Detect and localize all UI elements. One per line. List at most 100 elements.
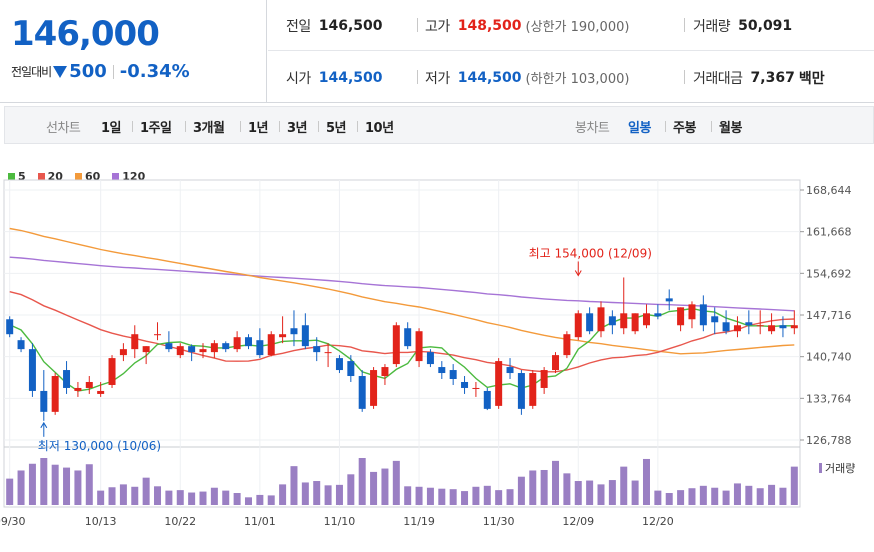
- volume-bar: [199, 491, 207, 505]
- stock-chart[interactable]: 168,644 161,668 154,692 147,716 140,740 133,7…: [0, 160, 874, 552]
- candle-body: [574, 313, 582, 338]
- candle-body: [222, 343, 230, 350]
- tab-1d[interactable]: 1일: [101, 120, 122, 136]
- tab-10y[interactable]: 10년: [365, 120, 394, 136]
- x-tick-label: 12/09: [562, 515, 594, 528]
- candle-body: [563, 334, 571, 356]
- volume-bar: [74, 470, 82, 505]
- volume-bar: [63, 467, 71, 505]
- volume-bar: [415, 486, 423, 505]
- candle-body: [17, 340, 25, 350]
- change-amount: 500: [69, 61, 107, 82]
- candle-body: [347, 361, 355, 377]
- candle-body: [176, 346, 184, 356]
- y-tick-label: 161,668: [806, 226, 852, 239]
- tab-5y[interactable]: 5년: [326, 120, 347, 136]
- volume-bar: [381, 468, 389, 505]
- divider: [357, 121, 358, 132]
- trade-value-cell: 거래대금 7,367 백만: [693, 52, 825, 103]
- divider: [112, 64, 114, 79]
- tab-3y[interactable]: 3년: [287, 120, 308, 136]
- trade-value: 7,367: [750, 69, 795, 86]
- quote-header: 146,000 전일대비 500 -0.34% 전일 146,500 고가 14…: [0, 0, 874, 103]
- volume-bar: [586, 480, 594, 505]
- volume-bar: [131, 486, 139, 505]
- candle-body: [665, 298, 673, 302]
- tab-1y[interactable]: 1년: [248, 120, 269, 136]
- trade-value-label: 거래대금: [693, 70, 743, 87]
- lower-limit: (하한가 103,000): [525, 72, 630, 87]
- candle-body: [495, 361, 503, 406]
- divider: [132, 121, 133, 132]
- quote-row-2: 시가 144,500 저가 144,500 (하한가 103,000) 거래대금…: [268, 52, 874, 103]
- candle-body: [711, 316, 719, 323]
- tab-monthly[interactable]: 월봉: [719, 120, 742, 136]
- volume-bar: [404, 486, 412, 505]
- volume-bar: [733, 483, 741, 505]
- candle-body: [165, 343, 173, 350]
- divider: [279, 121, 280, 132]
- volume-bar: [597, 484, 605, 505]
- candle-body: [142, 346, 150, 353]
- candle-body: [392, 325, 400, 365]
- volume-value: 50,091: [738, 17, 793, 34]
- candle-body: [517, 373, 525, 409]
- min-arrow-head: [40, 421, 48, 429]
- candle-body: [108, 358, 116, 385]
- tab-daily[interactable]: 일봉: [628, 120, 651, 136]
- divider: [240, 121, 241, 132]
- volume-bar: [563, 473, 571, 505]
- high-cell: 고가 148,500 (상한가 190,000): [425, 0, 629, 51]
- volume-bar: [699, 485, 707, 505]
- change-row: 전일대비 500 -0.34%: [11, 61, 190, 82]
- candle-body: [233, 337, 241, 350]
- trade-value-unit: 백만: [798, 70, 825, 87]
- x-tick-label: 11/01: [244, 515, 276, 528]
- ma5-swatch: [8, 173, 15, 180]
- volume-bar: [779, 487, 787, 505]
- volume-bar: [529, 470, 537, 505]
- candle-body: [654, 313, 662, 317]
- volume-bar: [85, 464, 93, 505]
- candle-body: [301, 325, 309, 347]
- candle-body: [313, 346, 321, 353]
- down-arrow-icon: [53, 65, 68, 78]
- volume-bar: [267, 495, 275, 505]
- candle-body: [415, 331, 423, 362]
- x-tick-label: 11/30: [483, 515, 515, 528]
- prev-close-label: 전일: [286, 18, 311, 35]
- x-tick-label: 10/13: [85, 515, 117, 528]
- prev-close-cell: 전일 146,500: [286, 0, 383, 51]
- candle-body: [267, 334, 275, 356]
- volume-bar: [256, 494, 264, 505]
- volume-bar: [28, 463, 36, 505]
- candle-body: [722, 322, 730, 332]
- volume-bar: [483, 485, 491, 505]
- volume-bar: [358, 458, 366, 505]
- tab-weekly[interactable]: 주봉: [673, 120, 696, 136]
- volume-bar: [426, 487, 434, 505]
- low-value: 144,500: [457, 69, 522, 86]
- candle-body: [244, 337, 252, 347]
- volume-bar: [745, 485, 753, 505]
- y-tick-label: 133,764: [806, 392, 852, 405]
- volume-bar: [40, 458, 48, 505]
- quote-row-1: 전일 146,500 고가 148,500 (상한가 190,000) 거래량 …: [268, 0, 874, 51]
- tab-3m[interactable]: 3개월: [193, 120, 225, 136]
- candle-body: [620, 313, 628, 329]
- candle-body: [642, 313, 650, 326]
- candle-body: [188, 346, 196, 353]
- candle-body: [40, 390, 48, 412]
- candle-body: [370, 370, 378, 406]
- tab-1w[interactable]: 1주일: [140, 120, 172, 136]
- prev-close-value: 146,500: [318, 17, 383, 34]
- volume-bar: [222, 490, 230, 505]
- min-annotation: 최저 130,000 (10/06): [38, 439, 161, 453]
- volume-bar: [142, 477, 150, 505]
- divider: [417, 70, 418, 84]
- volume-bar: [756, 488, 764, 505]
- volume-bar: [768, 484, 776, 505]
- volume-bar: [347, 474, 355, 505]
- volume-bar: [517, 476, 525, 505]
- volume-bar: [335, 484, 343, 505]
